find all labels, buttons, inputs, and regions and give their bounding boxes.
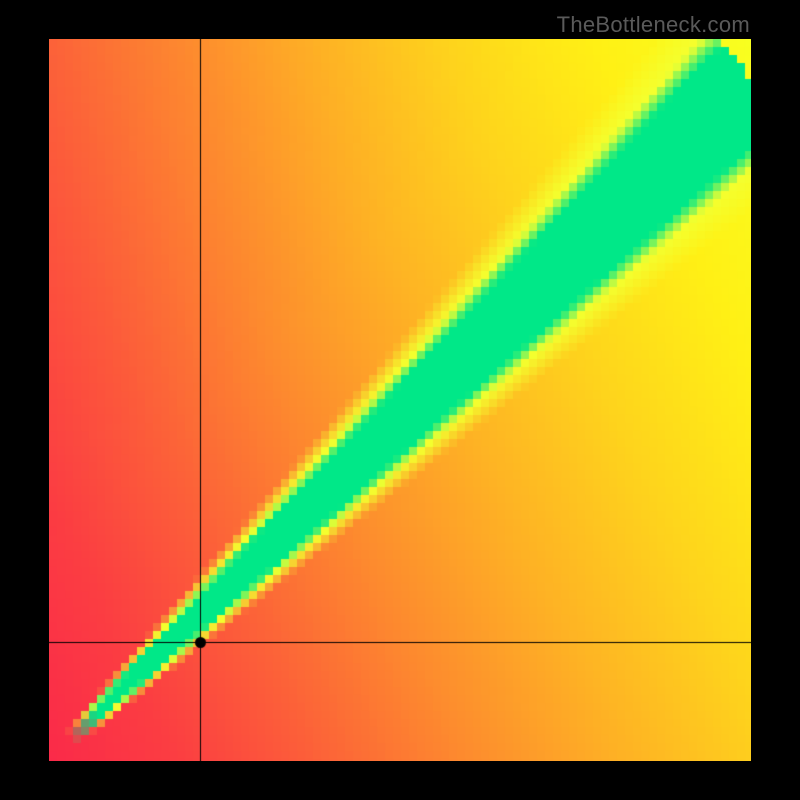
chart-container: TheBottleneck.com [0,0,800,800]
bottleneck-heatmap [49,39,751,761]
watermark-text: TheBottleneck.com [557,12,750,38]
